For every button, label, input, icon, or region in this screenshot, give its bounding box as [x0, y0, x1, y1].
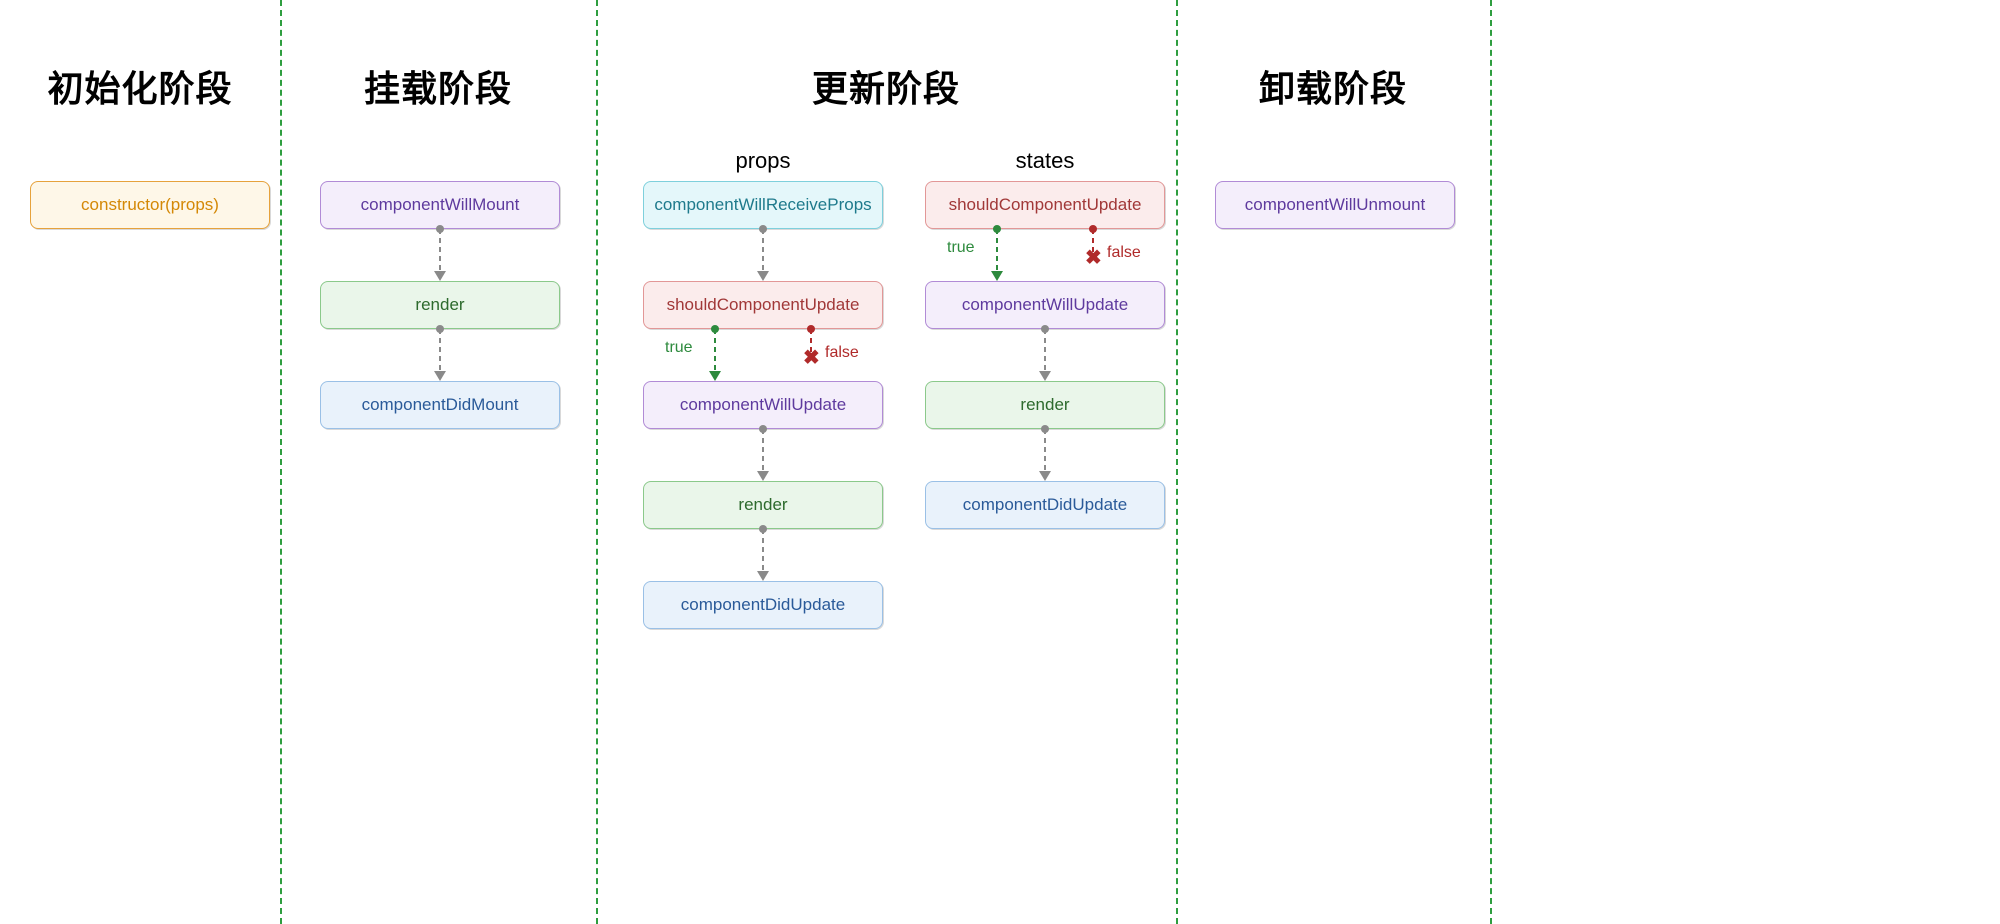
arrows-layer [0, 0, 2000, 924]
x-icon: ✖ [1085, 248, 1102, 268]
edge-label-true: true [665, 339, 693, 357]
edge-label-false: false [1107, 244, 1141, 262]
edge-label-false: false [825, 344, 859, 362]
x-icon: ✖ [803, 348, 820, 368]
edge-label-true: true [947, 239, 975, 257]
